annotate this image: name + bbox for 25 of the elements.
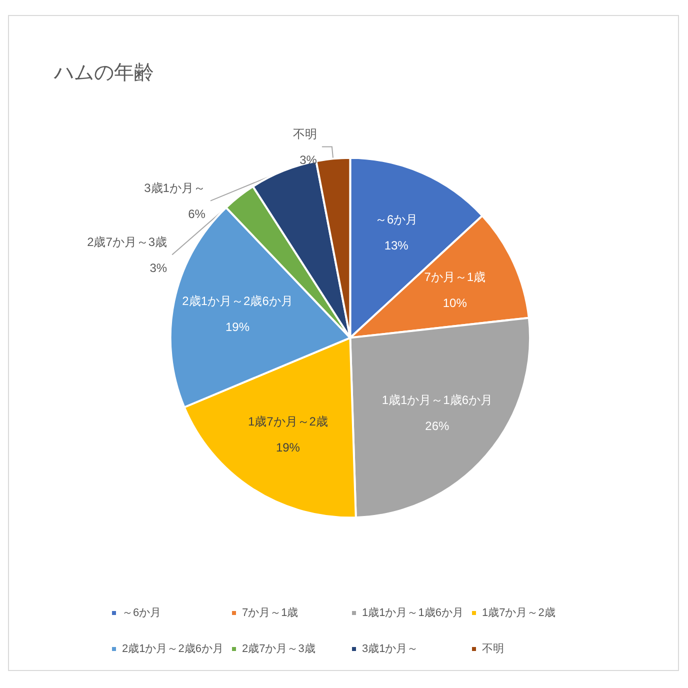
slice-label: 7か月～1歳 <box>424 270 486 284</box>
data-label: 26% <box>425 419 450 434</box>
slice-label: ～6か月 <box>374 212 418 226</box>
data-label: 13% <box>384 238 409 252</box>
slice-label: 1歳7か月～2歳 <box>248 414 328 429</box>
data-label: 3% <box>300 152 318 167</box>
data-label: 3% <box>150 260 168 275</box>
slice-label: 3歳1か月～ <box>144 180 206 195</box>
legend-label: 1歳1か月～1歳6か月 <box>362 606 464 619</box>
data-label: 19% <box>276 440 300 455</box>
slice-label: 不明 <box>292 126 317 141</box>
data-label: 6% <box>188 206 206 221</box>
data-label: 10% <box>442 296 468 310</box>
slice-label: 2歳1か月～2歳6か月 <box>182 294 293 308</box>
legend-label: 1歳7か月～2歳 <box>482 606 556 619</box>
legend-label: 7か月～1歳 <box>242 606 298 619</box>
legend-label: 不明 <box>482 643 504 655</box>
chart-title: ハムの年齢 <box>53 62 154 84</box>
data-label: 19% <box>226 320 250 334</box>
legend-label: ～6か月 <box>122 607 162 619</box>
slice-label: 1歳1か月～1歳6か月 <box>382 393 493 408</box>
legend-label: 2歳7か月～3歳 <box>242 642 316 655</box>
legend-label: 3歳1か月～ <box>362 642 418 655</box>
legend-label: 2歳1か月～2歳6か月 <box>122 642 224 655</box>
slice-label: 2歳7か月～3歳 <box>87 234 168 249</box>
